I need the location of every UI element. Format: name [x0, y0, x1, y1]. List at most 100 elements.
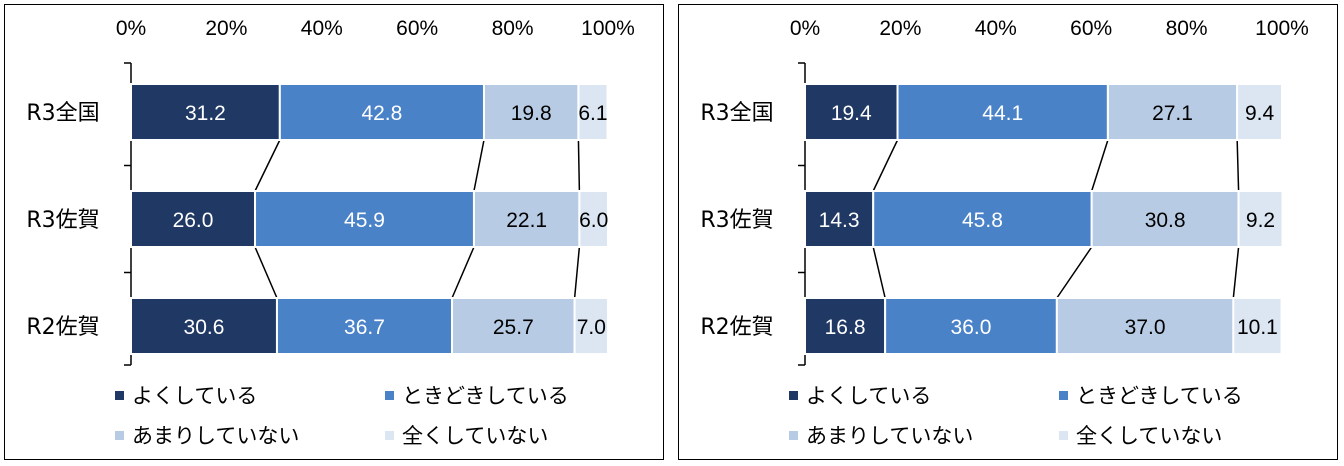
data-label: 25.7	[493, 316, 534, 339]
bar-segment	[254, 190, 475, 248]
data-label: 19.8	[511, 102, 552, 125]
data-label: 26.0	[173, 209, 214, 232]
series-connector-line	[1056, 246, 1093, 299]
bar-segment	[577, 83, 609, 141]
x-tick-label: 80%	[492, 17, 534, 40]
legend-label: あまりしていない	[806, 424, 974, 448]
x-tick-label: 20%	[205, 17, 247, 40]
series-connector-line	[254, 139, 281, 192]
series-connector-line	[573, 246, 581, 299]
series-connector-line	[872, 246, 886, 299]
series-connector-line	[451, 246, 475, 299]
series-connector-line	[1236, 139, 1240, 192]
bar-segment	[573, 297, 609, 355]
legend-label: ときどきしている	[402, 384, 569, 408]
legend-item-0: よくしている	[789, 381, 1059, 409]
bar-segment	[1232, 297, 1283, 355]
data-label: 42.8	[361, 102, 402, 125]
legend-label: 全くしていない	[402, 424, 549, 448]
bar-segment	[472, 190, 581, 248]
legend-label: ときどきしている	[1076, 384, 1243, 408]
legend-swatch	[115, 430, 124, 440]
chart-panel-left: 0% 20% 40% 60% 80% 100% R3全国 31.2 42.8 19.8 6.1 R3佐…	[4, 4, 664, 460]
legend-item-2: あまりしていない	[115, 421, 385, 449]
data-label: 7.0	[577, 316, 606, 339]
legend-item-3: 全くしていない	[385, 421, 635, 449]
category-label: R2佐賀	[700, 315, 773, 340]
data-label: 14.3	[819, 209, 860, 232]
legend-swatch	[385, 390, 394, 400]
series-connector-line	[1232, 246, 1240, 299]
bar-segment	[804, 297, 887, 355]
data-label: 30.8	[1145, 209, 1186, 232]
legend-item-0: よくしている	[115, 381, 385, 409]
legend-swatch	[385, 430, 394, 440]
series-connector-line	[577, 139, 581, 192]
category-label: R3佐賀	[700, 208, 773, 233]
legend-label: 全くしていない	[1076, 424, 1223, 448]
data-label: 45.8	[962, 209, 1003, 232]
legend-item-3: 全くしていない	[1059, 421, 1309, 449]
data-label: 6.0	[579, 209, 608, 232]
bar-segment	[1236, 83, 1283, 141]
stacked-bar-chart-left: 0% 20% 40% 60% 80% 100% R3全国 31.2 42.8 19.8 6.1 R3佐…	[26, 17, 635, 366]
legend-swatch	[1059, 430, 1068, 440]
data-label: 19.4	[831, 102, 872, 125]
bar-segment	[482, 83, 580, 141]
data-label: 30.6	[184, 316, 225, 339]
legend-label: よくしている	[132, 384, 258, 408]
category-label: R3佐賀	[26, 208, 99, 233]
bar-segment	[130, 83, 281, 141]
legend-swatch	[115, 390, 124, 400]
series-connector-line	[1090, 139, 1109, 192]
legend-item-1: ときどきしている	[385, 381, 635, 409]
bar-segment	[1106, 83, 1239, 141]
x-tick-label: 60%	[396, 17, 438, 40]
data-label: 9.4	[1245, 102, 1275, 125]
data-label: 44.1	[982, 102, 1023, 125]
category-label: R2佐賀	[26, 315, 99, 340]
x-tick-label: 80%	[1166, 17, 1208, 40]
category-label: R3全国	[700, 101, 773, 126]
chart-panel-right: 0% 20% 40% 60% 80% 100% R3全国 19.4 44.1 27.1 9.4 R3佐…	[678, 4, 1338, 460]
series-connector-line	[872, 139, 899, 192]
legend-right: よくしている ときどきしている あまりしていない 全くしていない	[789, 381, 1309, 449]
x-tick-label: 0%	[116, 17, 146, 40]
legend-item-1: ときどきしている	[1059, 381, 1309, 409]
legend-label: あまりしていない	[132, 424, 300, 448]
data-label: 9.2	[1246, 209, 1275, 232]
data-label: 36.7	[344, 316, 385, 339]
bar-segment	[130, 297, 278, 355]
legend-swatch	[1059, 390, 1068, 400]
bar-segment	[130, 190, 257, 248]
legend-swatch	[789, 390, 798, 400]
x-tick-label: 100%	[581, 17, 635, 40]
stacked-bar-chart-right: 0% 20% 40% 60% 80% 100% R3全国 19.4 44.1 27.1 9.4 R3佐…	[700, 17, 1309, 366]
x-tick-label: 40%	[301, 17, 343, 40]
data-label: 37.0	[1125, 316, 1166, 339]
series-connector-line	[473, 139, 485, 192]
category-label: R3全国	[26, 101, 99, 126]
x-tick-label: 0%	[790, 17, 820, 40]
legend-item-2: あまりしていない	[789, 421, 1059, 449]
data-label: 6.1	[578, 102, 607, 125]
bar-segment	[1237, 190, 1284, 248]
data-label: 45.9	[344, 209, 385, 232]
x-tick-label: 40%	[975, 17, 1017, 40]
data-label: 31.2	[185, 102, 226, 125]
data-label: 16.8	[825, 316, 866, 339]
bar-segment	[884, 297, 1058, 355]
legend-label: よくしている	[806, 384, 932, 408]
legend-swatch	[789, 430, 798, 440]
data-label: 10.1	[1237, 316, 1278, 339]
bar-segment	[896, 83, 1109, 141]
series-connector-line	[254, 246, 278, 299]
data-label: 22.1	[506, 209, 547, 232]
x-tick-label: 100%	[1255, 17, 1309, 40]
data-label: 27.1	[1152, 102, 1193, 125]
bar-segment	[578, 190, 610, 248]
bar-segment	[872, 190, 1093, 248]
data-label: 36.0	[951, 316, 992, 339]
x-tick-label: 20%	[879, 17, 921, 40]
legend-left: よくしている ときどきしている あまりしていない 全くしていない	[115, 381, 635, 449]
